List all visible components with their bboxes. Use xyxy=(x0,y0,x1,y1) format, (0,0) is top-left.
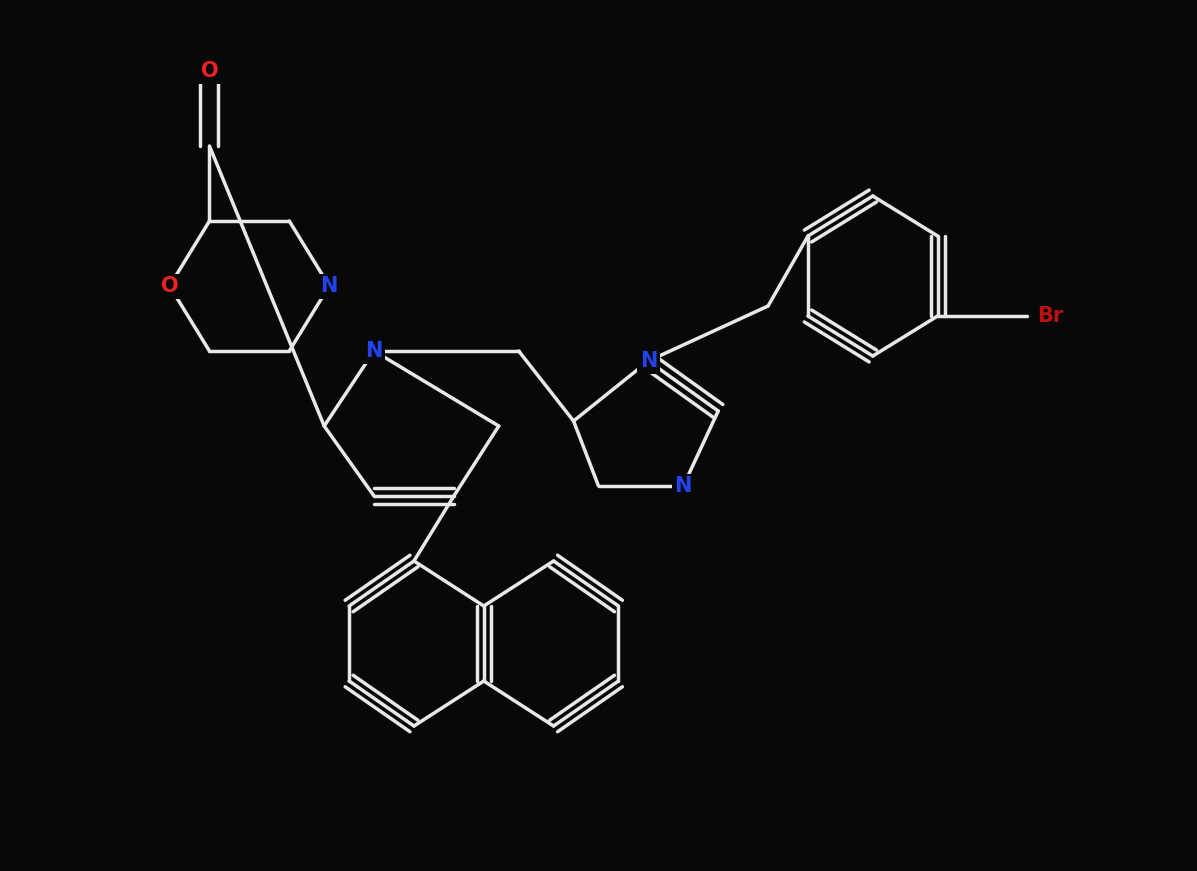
Text: N: N xyxy=(365,341,383,361)
Text: O: O xyxy=(201,61,218,81)
Text: O: O xyxy=(160,276,178,296)
Text: N: N xyxy=(675,476,692,496)
Text: N: N xyxy=(321,276,338,296)
Text: N: N xyxy=(639,351,657,371)
Text: Br: Br xyxy=(1038,306,1064,326)
